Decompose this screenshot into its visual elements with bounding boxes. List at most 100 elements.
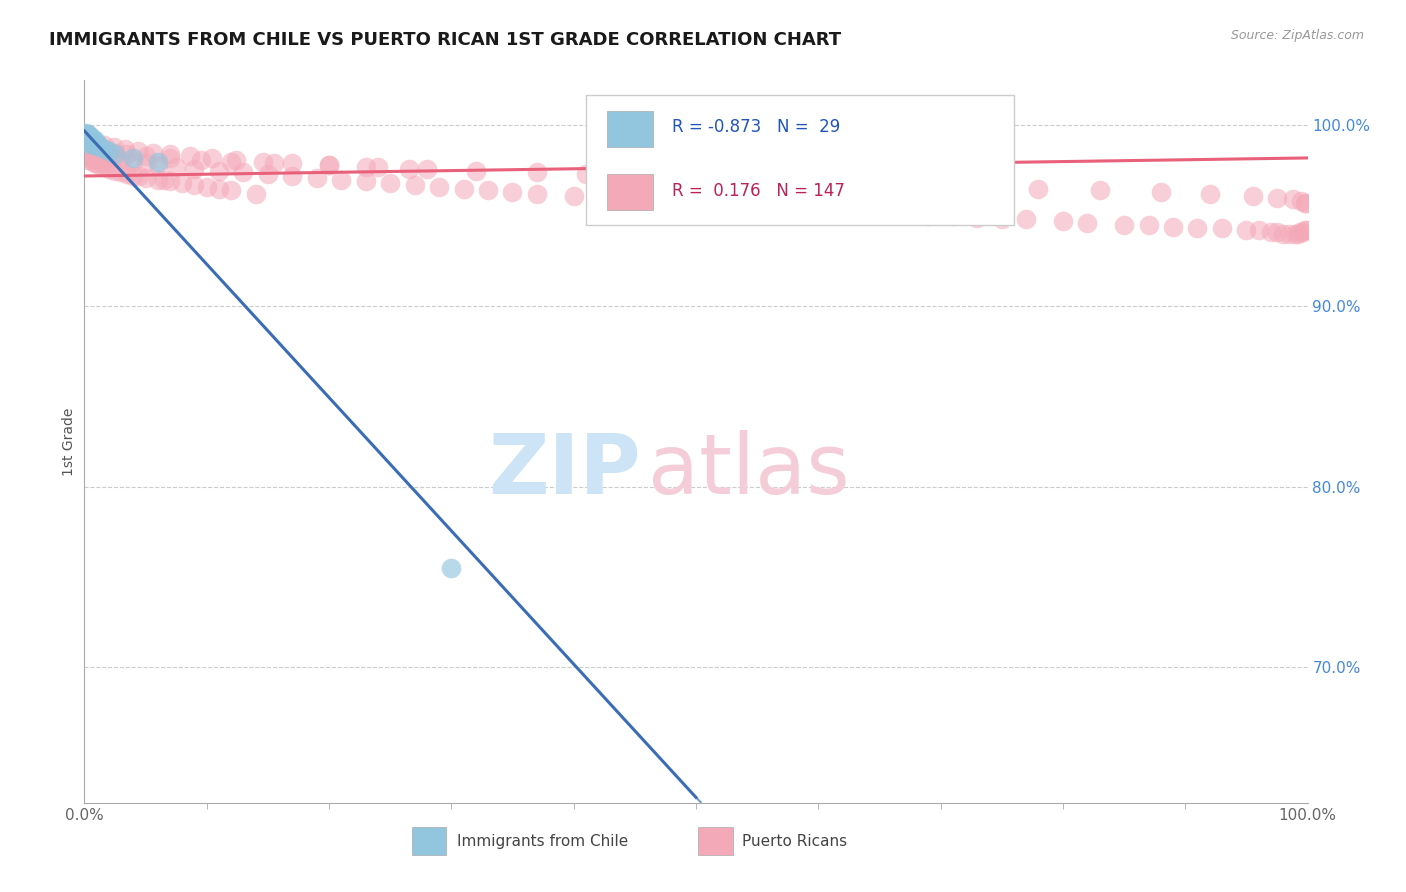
Point	[104, 147, 127, 161]
Point	[1247, 223, 1270, 237]
Point	[1150, 186, 1173, 200]
Point	[82, 140, 104, 154]
Point	[90, 154, 112, 169]
Point	[208, 163, 231, 178]
Point	[96, 156, 118, 170]
Point	[208, 181, 231, 195]
Point	[86, 153, 108, 167]
Point	[142, 145, 165, 160]
Point	[734, 198, 756, 212]
Point	[1015, 212, 1038, 227]
Text: Puerto Ricans: Puerto Ricans	[742, 834, 848, 848]
Point	[135, 149, 157, 163]
Point	[526, 187, 548, 202]
Point	[869, 205, 891, 219]
Point	[104, 145, 127, 160]
Point	[1282, 193, 1305, 207]
Point	[1211, 221, 1233, 235]
Point	[245, 187, 267, 202]
Point	[1295, 196, 1317, 211]
Point	[219, 154, 242, 169]
Point	[893, 207, 915, 221]
Point	[104, 163, 127, 178]
Point	[416, 161, 439, 176]
Point	[93, 160, 115, 174]
Point	[562, 189, 585, 203]
Point	[83, 151, 105, 165]
Point	[263, 156, 285, 170]
Point	[612, 191, 634, 205]
Point	[661, 194, 683, 209]
Point	[146, 172, 169, 186]
Point	[87, 136, 110, 151]
Point	[165, 160, 187, 174]
Point	[464, 163, 486, 178]
FancyBboxPatch shape	[606, 112, 654, 147]
Point	[440, 561, 463, 575]
Point	[942, 209, 965, 223]
Point	[77, 131, 100, 145]
Point	[76, 136, 98, 151]
Point	[1278, 227, 1301, 241]
Point	[84, 156, 107, 170]
Point	[281, 169, 304, 183]
Point	[305, 170, 328, 185]
Point	[115, 167, 138, 181]
Point	[1028, 181, 1050, 195]
Point	[89, 140, 111, 154]
Point	[1295, 223, 1317, 237]
Point	[1076, 216, 1098, 230]
Point	[80, 135, 103, 149]
Point	[1114, 218, 1136, 232]
FancyBboxPatch shape	[412, 828, 447, 855]
Point	[1272, 227, 1295, 241]
Point	[159, 174, 181, 188]
Point	[79, 142, 101, 156]
Point	[79, 129, 101, 144]
Point	[807, 203, 830, 218]
Point	[127, 144, 149, 158]
Point	[82, 154, 104, 169]
Point	[844, 176, 866, 190]
Point	[77, 140, 100, 154]
Text: atlas: atlas	[648, 430, 851, 511]
Point	[86, 145, 108, 160]
Point	[93, 142, 115, 156]
Point	[917, 209, 939, 223]
Y-axis label: 1st Grade: 1st Grade	[62, 408, 76, 475]
FancyBboxPatch shape	[606, 174, 654, 211]
Text: R =  0.176   N = 147: R = 0.176 N = 147	[672, 182, 845, 200]
Point	[453, 181, 475, 195]
Point	[195, 179, 218, 194]
Point	[86, 138, 108, 153]
Point	[122, 154, 145, 169]
Point	[586, 191, 609, 205]
Point	[991, 212, 1014, 227]
Point	[966, 211, 988, 225]
Point	[77, 135, 100, 149]
Point	[380, 176, 402, 190]
Point	[80, 147, 103, 161]
Point	[77, 133, 100, 147]
Point	[76, 128, 98, 142]
Point	[526, 165, 548, 179]
Point	[97, 149, 120, 163]
Point	[1260, 225, 1282, 239]
Point	[758, 200, 780, 214]
Point	[75, 126, 97, 140]
Point	[82, 136, 104, 151]
Point	[183, 178, 205, 192]
Point	[79, 133, 101, 147]
Point	[79, 136, 101, 151]
Point	[110, 153, 132, 167]
Point	[122, 169, 145, 183]
Point	[83, 138, 105, 153]
Point	[1286, 227, 1309, 241]
Point	[77, 138, 100, 153]
Point	[77, 153, 100, 167]
Point	[80, 135, 103, 149]
Point	[1292, 225, 1315, 239]
Point	[398, 161, 420, 176]
Point	[79, 151, 101, 165]
Point	[159, 151, 181, 165]
